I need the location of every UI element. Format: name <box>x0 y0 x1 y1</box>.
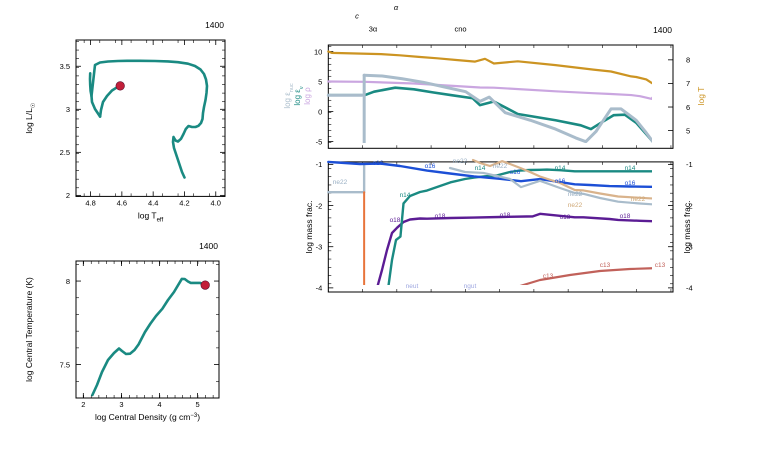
svg-text:-4: -4 <box>686 284 693 293</box>
svg-text:log Central Temperature (K): log Central Temperature (K) <box>24 277 34 382</box>
svg-text:cno: cno <box>454 25 466 34</box>
svg-text:6: 6 <box>686 103 690 112</box>
svg-text:7: 7 <box>686 79 690 88</box>
svg-text:1400: 1400 <box>199 241 218 251</box>
svg-text:ne22: ne22 <box>568 202 583 209</box>
svg-text:-1: -1 <box>316 160 323 169</box>
svg-text:o16: o16 <box>625 180 636 187</box>
svg-text:neut: neut <box>406 283 419 290</box>
svg-text:n14: n14 <box>400 192 411 199</box>
svg-text:5: 5 <box>318 77 322 86</box>
svg-text:-3: -3 <box>316 243 323 252</box>
svg-text:n14: n14 <box>475 165 486 172</box>
svg-text:o18: o18 <box>500 212 511 219</box>
svg-text:c13: c13 <box>600 262 611 269</box>
svg-text:3.5: 3.5 <box>60 62 70 71</box>
svg-text:1400: 1400 <box>205 20 224 30</box>
svg-text:o18: o18 <box>620 213 631 220</box>
svg-text:log T: log T <box>696 87 706 106</box>
svg-text:log mass frac.: log mass frac. <box>682 200 692 253</box>
svg-text:log Central Density (g cm−3): log Central Density (g cm−3) <box>95 412 200 422</box>
svg-text:log L/L☉: log L/L☉ <box>24 103 37 134</box>
svg-text:c13: c13 <box>543 273 554 280</box>
svg-text:5: 5 <box>196 400 200 409</box>
svg-text:log mass frac.: log mass frac. <box>304 200 314 253</box>
svg-text:3α: 3α <box>369 25 378 34</box>
svg-text:3: 3 <box>66 105 70 114</box>
svg-text:o18: o18 <box>390 217 401 224</box>
svg-text:ne22: ne22 <box>453 158 468 165</box>
svg-text:4.2: 4.2 <box>179 198 189 207</box>
svg-text:4.8: 4.8 <box>85 198 95 207</box>
svg-text:o16: o16 <box>555 178 566 185</box>
svg-text:-4: -4 <box>316 284 323 293</box>
svg-text:o16: o16 <box>373 160 384 167</box>
svg-text:4.6: 4.6 <box>117 198 127 207</box>
svg-text:log Teff: log Teff <box>138 210 164 223</box>
svg-text:c13: c13 <box>655 262 666 269</box>
svg-text:5: 5 <box>686 126 690 135</box>
svg-text:ne22: ne22 <box>631 196 646 203</box>
svg-text:0: 0 <box>318 107 322 116</box>
svg-text:ne22: ne22 <box>333 179 348 186</box>
svg-text:α: α <box>394 3 399 12</box>
svg-text:ne22: ne22 <box>568 191 583 198</box>
svg-text:2: 2 <box>81 400 85 409</box>
svg-text:4.4: 4.4 <box>148 198 158 207</box>
svg-text:8: 8 <box>66 277 70 286</box>
svg-text:2.5: 2.5 <box>60 148 70 157</box>
svg-text:o18: o18 <box>435 213 446 220</box>
svg-text:4.0: 4.0 <box>211 198 221 207</box>
svg-text:-1: -1 <box>686 160 693 169</box>
svg-text:ne22: ne22 <box>493 163 508 170</box>
svg-text:-2: -2 <box>316 201 323 210</box>
svg-text:10: 10 <box>314 47 322 56</box>
svg-text:o16: o16 <box>510 169 521 176</box>
svg-text:n14: n14 <box>555 165 566 172</box>
svg-text:3: 3 <box>119 400 123 409</box>
svg-text:n14: n14 <box>625 165 636 172</box>
svg-text:-5: -5 <box>316 137 323 146</box>
svg-text:7.5: 7.5 <box>60 360 70 369</box>
svg-text:o16: o16 <box>425 163 436 170</box>
svg-text:2: 2 <box>66 191 70 200</box>
svg-text:ngut: ngut <box>464 283 477 290</box>
svg-text:1400: 1400 <box>653 25 672 35</box>
svg-text:4: 4 <box>157 400 161 409</box>
svg-text:c: c <box>355 12 359 21</box>
svg-text:o18: o18 <box>560 214 571 221</box>
svg-text:8: 8 <box>686 56 690 65</box>
